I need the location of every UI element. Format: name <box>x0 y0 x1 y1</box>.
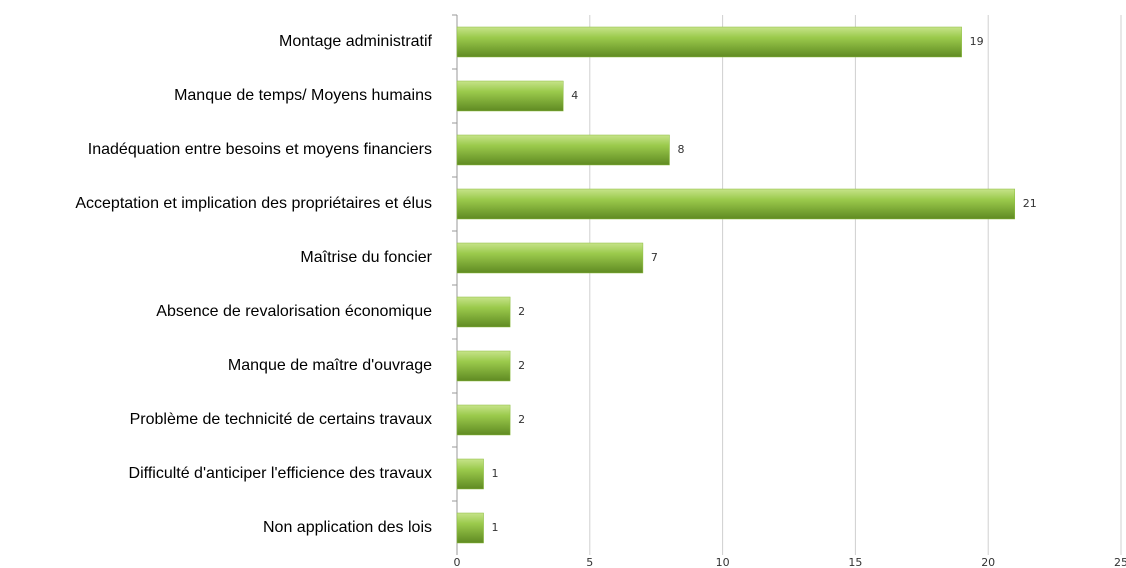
x-tick-label: 20 <box>981 556 995 568</box>
value-label: 19 <box>970 35 984 48</box>
value-label: 2 <box>518 359 525 372</box>
bar <box>456 458 484 490</box>
value-label: 1 <box>492 521 499 534</box>
value-label: 1 <box>492 467 499 480</box>
bar <box>456 80 564 112</box>
value-label: 2 <box>518 413 525 426</box>
value-label: 8 <box>677 143 684 156</box>
value-label: 21 <box>1023 197 1037 210</box>
bar <box>456 242 644 274</box>
y-tick-label: Manque de temps/ Moyens humains <box>174 87 432 104</box>
bar <box>456 26 962 58</box>
y-tick-label: Maîtrise du foncier <box>300 249 432 266</box>
bar <box>456 296 511 328</box>
y-tick-label: Acceptation et implication des propriéta… <box>75 195 432 212</box>
x-tick-label: 10 <box>716 556 730 568</box>
y-tick-label: Montage administratif <box>279 33 433 50</box>
y-tick-label: Difficulté d'anticiper l'efficience des … <box>129 465 432 482</box>
value-label: 2 <box>518 305 525 318</box>
x-tick-label: 5 <box>586 556 593 568</box>
y-tick-label: Inadéquation entre besoins et moyens fin… <box>88 141 432 158</box>
bar <box>456 404 511 436</box>
bar <box>456 188 1016 220</box>
y-tick-label: Absence de revalorisation économique <box>156 303 432 320</box>
bar <box>456 512 484 544</box>
y-tick-label: Problème de technicité de certains trava… <box>130 411 432 428</box>
x-tick-label: 0 <box>454 556 461 568</box>
bar <box>456 134 670 166</box>
value-label: 7 <box>651 251 658 264</box>
x-tick-label: 25 <box>1114 556 1126 568</box>
x-tick-label: 15 <box>848 556 862 568</box>
bar <box>456 350 511 382</box>
value-label: 4 <box>571 89 578 102</box>
y-tick-label: Non application des lois <box>263 519 432 536</box>
y-tick-label: Manque de maître d'ouvrage <box>228 357 432 374</box>
